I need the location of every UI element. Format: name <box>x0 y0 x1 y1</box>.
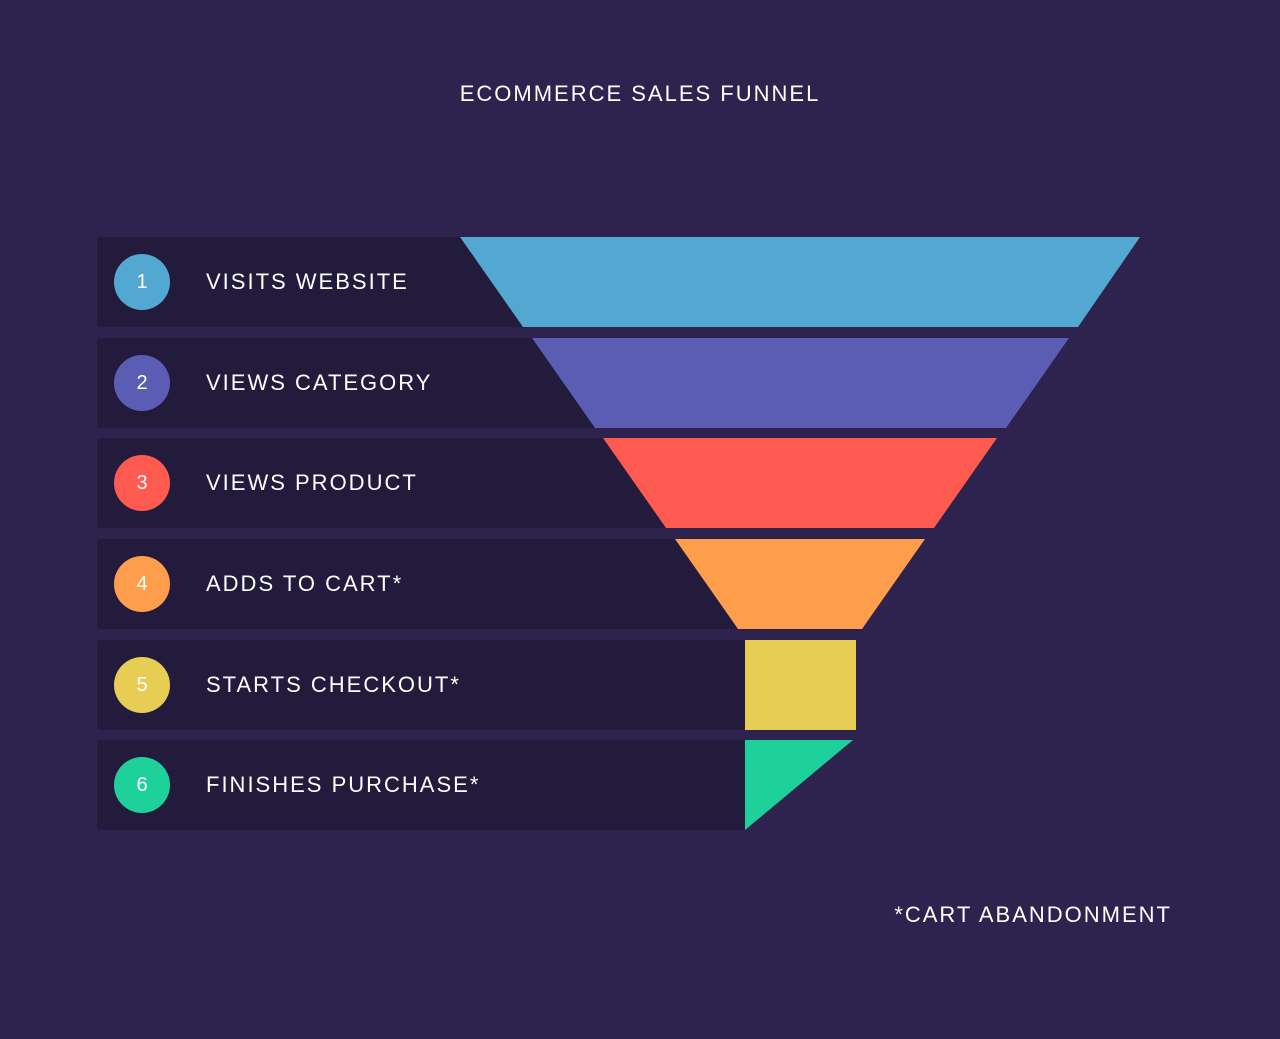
funnel-step-row-3: 3 VIEWS PRODUCT <box>97 438 667 528</box>
funnel-segment-5 <box>745 640 856 730</box>
step-label-1: VISITS WEBSITE <box>206 269 409 294</box>
step-number-badge-6: 6 <box>114 757 170 813</box>
funnel-step-row-1: 1 VISITS WEBSITE <box>97 237 527 327</box>
step-label-6: FINISHES PURCHASE* <box>206 772 481 797</box>
step-label-4: ADDS TO CART* <box>206 571 404 596</box>
funnel-step-row-6: 6 FINISHES PURCHASE* <box>97 740 747 830</box>
funnel-step-row-2: 2 VIEWS CATEGORY <box>97 338 597 428</box>
funnel-segment-6 <box>745 740 853 830</box>
step-number-badge-3: 3 <box>114 455 170 511</box>
funnel-segment-1 <box>460 237 1140 327</box>
step-number-badge-4: 4 <box>114 556 170 612</box>
step-number-badge-2: 2 <box>114 355 170 411</box>
step-number-badge-5: 5 <box>114 657 170 713</box>
funnel-segment-2 <box>532 338 1069 428</box>
step-label-2: VIEWS CATEGORY <box>206 370 433 395</box>
funnel-step-row-5: 5 STARTS CHECKOUT* <box>97 640 747 730</box>
step-label-5: STARTS CHECKOUT* <box>206 672 461 697</box>
footnote-cart-abandonment: *CART ABANDONMENT <box>894 902 1172 927</box>
funnel-step-row-4: 4 ADDS TO CART* <box>97 539 737 629</box>
step-label-3: VIEWS PRODUCT <box>206 470 418 495</box>
step-number-badge-1: 1 <box>114 254 170 310</box>
diagram-title: ECOMMERCE SALES FUNNEL <box>459 81 821 106</box>
